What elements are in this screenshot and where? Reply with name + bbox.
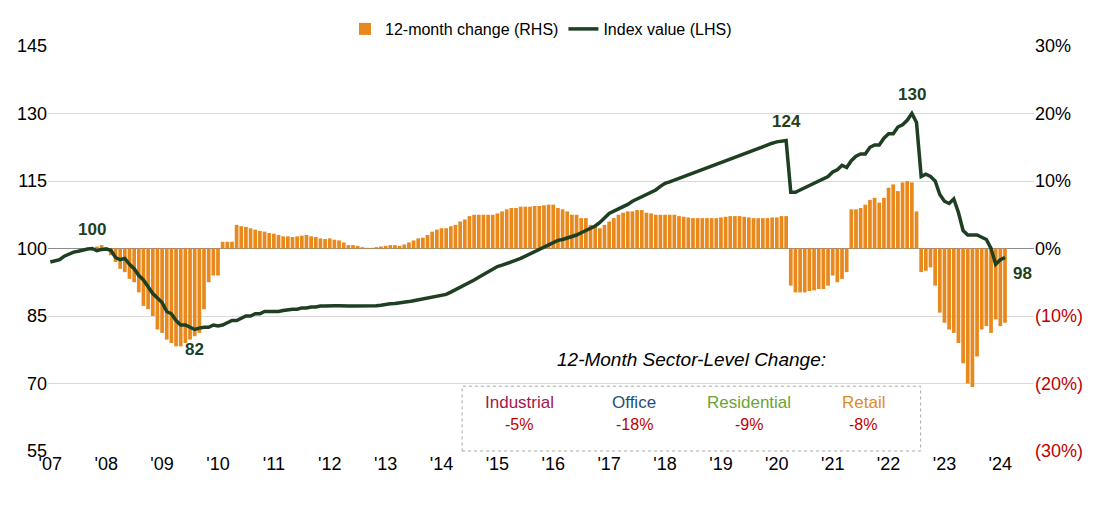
svg-text:12-Month Sector-Level Change:: 12-Month Sector-Level Change:	[557, 349, 826, 370]
svg-text:(10%): (10%)	[1035, 306, 1083, 326]
svg-text:'11: '11	[263, 454, 285, 474]
svg-text:85: 85	[27, 306, 47, 326]
svg-text:100: 100	[78, 220, 106, 239]
svg-text:30%: 30%	[1035, 36, 1071, 56]
svg-text:-18%: -18%	[616, 416, 653, 433]
svg-text:Index value (LHS): Index value (LHS)	[603, 21, 731, 38]
svg-text:'09: '09	[150, 454, 173, 474]
svg-text:(20%): (20%)	[1035, 374, 1083, 394]
svg-text:12-month change (RHS): 12-month change (RHS)	[385, 21, 558, 38]
svg-text:'10: '10	[206, 454, 229, 474]
svg-text:(30%): (30%)	[1035, 441, 1083, 461]
svg-text:Residential: Residential	[707, 393, 791, 412]
svg-text:'12: '12	[318, 454, 341, 474]
svg-text:124: 124	[772, 112, 801, 131]
svg-text:'22: '22	[877, 454, 900, 474]
svg-text:'08: '08	[94, 454, 117, 474]
svg-text:130: 130	[17, 104, 47, 124]
svg-text:-8%: -8%	[849, 416, 877, 433]
svg-text:'13: '13	[374, 454, 397, 474]
svg-text:'21: '21	[821, 454, 844, 474]
svg-text:82: 82	[185, 340, 204, 359]
svg-text:-5%: -5%	[505, 416, 533, 433]
svg-text:'23: '23	[933, 454, 956, 474]
svg-text:-9%: -9%	[735, 416, 763, 433]
svg-text:100: 100	[17, 239, 47, 259]
svg-text:55: 55	[27, 441, 47, 461]
svg-text:Office: Office	[612, 393, 656, 412]
svg-text:115: 115	[18, 171, 47, 191]
svg-text:70: 70	[27, 374, 47, 394]
svg-text:20%: 20%	[1035, 104, 1071, 124]
svg-text:'15: '15	[486, 454, 509, 474]
svg-text:'20: '20	[765, 454, 788, 474]
svg-text:10%: 10%	[1035, 171, 1071, 191]
svg-text:Retail: Retail	[842, 393, 885, 412]
svg-text:'14: '14	[430, 454, 453, 474]
svg-text:'07: '07	[39, 454, 62, 474]
svg-text:Industrial: Industrial	[485, 393, 554, 412]
svg-text:130: 130	[898, 85, 926, 104]
svg-text:0%: 0%	[1035, 239, 1061, 259]
svg-text:'17: '17	[597, 454, 620, 474]
svg-text:98: 98	[1013, 264, 1032, 283]
svg-text:'19: '19	[709, 454, 732, 474]
svg-text:'16: '16	[542, 454, 565, 474]
svg-text:145: 145	[17, 36, 47, 56]
svg-text:'24: '24	[989, 454, 1012, 474]
svg-text:'18: '18	[653, 454, 676, 474]
